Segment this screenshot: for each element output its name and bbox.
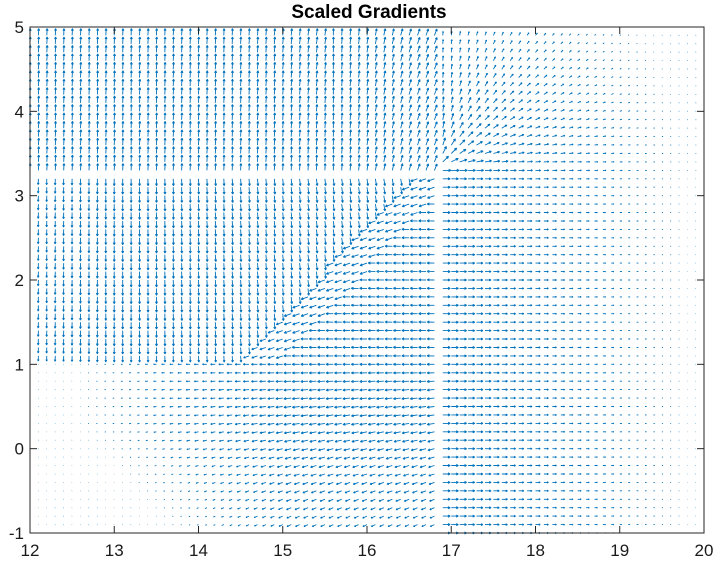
y-axis: -1 0 1 2 3 4 5 xyxy=(9,18,704,543)
y-tick-label: 2 xyxy=(15,271,24,290)
y-tick-label: 4 xyxy=(15,102,24,121)
x-tick-label: 18 xyxy=(526,541,545,560)
x-tick-label: 19 xyxy=(610,541,629,560)
x-tick-label: 16 xyxy=(358,541,377,560)
gradient-arrows xyxy=(28,28,697,535)
y-tick-label: 1 xyxy=(15,355,24,374)
x-tick-label: 14 xyxy=(189,541,208,560)
y-tick-label: 5 xyxy=(15,18,24,37)
x-tick-label: 20 xyxy=(695,541,714,560)
y-tick-label: 0 xyxy=(15,440,24,459)
x-axis: 12 13 14 15 16 17 18 19 20 xyxy=(21,27,714,560)
x-tick-label: 13 xyxy=(105,541,124,560)
chart-title: Scaled Gradients xyxy=(291,2,446,23)
y-tick-label: -1 xyxy=(9,524,24,543)
y-tick-label: 3 xyxy=(15,187,24,206)
arrow-field xyxy=(28,28,697,535)
x-tick-label: 12 xyxy=(21,541,40,560)
x-tick-label: 15 xyxy=(273,541,292,560)
x-tick-label: 17 xyxy=(442,541,461,560)
